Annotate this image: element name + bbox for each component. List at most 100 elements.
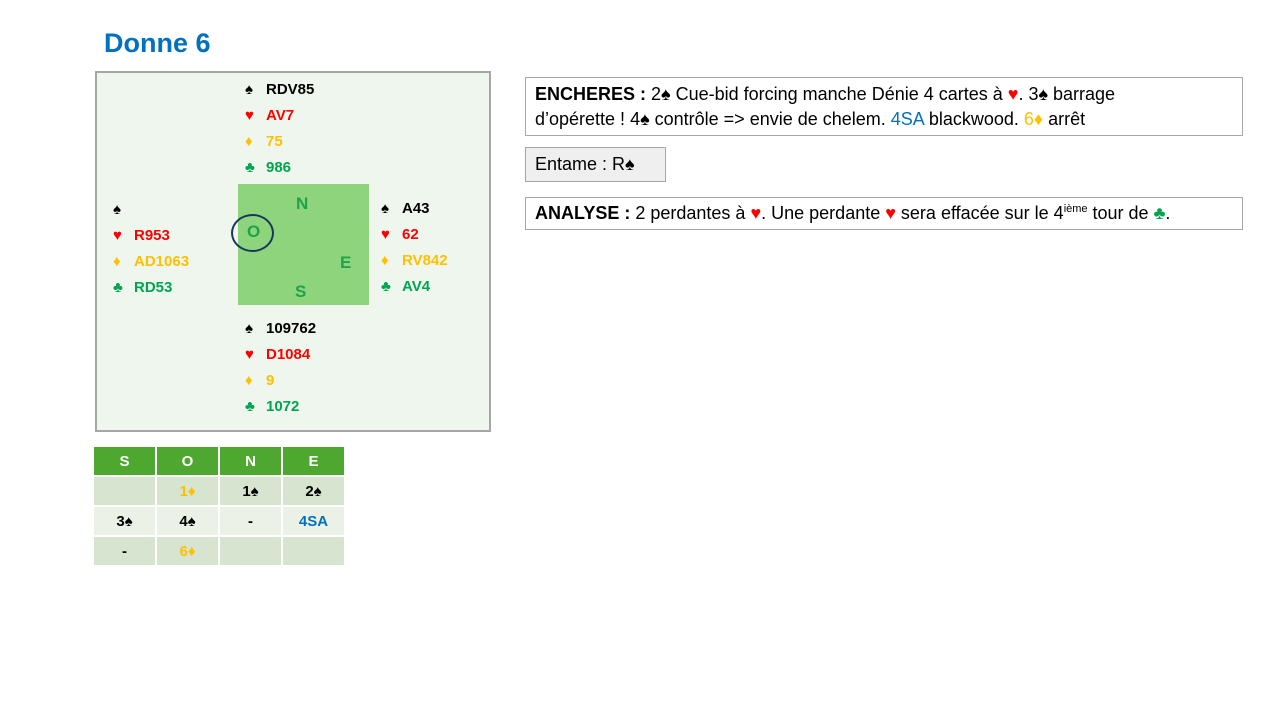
- encheres-text: . 3♠ barrage: [1018, 84, 1116, 104]
- compass-square: N O E S: [231, 184, 369, 305]
- encheres-line-1: ENCHERES : 2♠ Cue-bid forcing manche Dén…: [535, 82, 1233, 107]
- encheres-line-2: d’opérette ! 4♠ contrôle => envie de che…: [535, 107, 1233, 132]
- north-hand: ♠ RDV85 ♥ AV7 ♦ 75 ♣ 986: [245, 77, 314, 181]
- analyse-box: ANALYSE : 2 perdantes à ♥. Une perdante …: [525, 197, 1243, 230]
- north-hearts-line: ♥ AV7: [245, 103, 314, 129]
- east-hearts-line: ♥ 62: [381, 222, 448, 248]
- header-label: O: [181, 452, 194, 470]
- west-spades-line: ♠: [113, 197, 189, 223]
- bidding-header-north: N: [220, 447, 281, 475]
- bid-value: 4SA: [298, 512, 329, 530]
- header-label: S: [119, 452, 130, 470]
- west-diamonds-cards: AD1063: [134, 253, 190, 270]
- bid-6-diamond: 6♦: [1023, 109, 1044, 129]
- bid-cell: [220, 537, 281, 565]
- east-clubs-cards: AV4: [402, 278, 431, 295]
- page-title: Donne 6: [104, 28, 211, 58]
- west-hand: ♠ ♥ R953 ♦ AD1063 ♣ RD53: [113, 197, 189, 301]
- club-icon: ♣: [381, 278, 391, 295]
- north-hearts-cards: AV7: [266, 107, 295, 124]
- deal-diagram: ♠ RDV85 ♥ AV7 ♦ 75 ♣ 986 ♠ ♥ R953 ♦ AD1063 ♣ RD…: [95, 71, 491, 432]
- bid-value: 2♠: [305, 482, 322, 500]
- encheres-text: 2♠ Cue-bid forcing manche Dénie 4 cartes…: [646, 84, 1008, 104]
- encheres-text: d’opérette ! 4♠ contrôle => envie de che…: [535, 109, 891, 129]
- bid-value: -: [122, 542, 127, 560]
- south-diamonds-cards: 9: [266, 372, 275, 389]
- north-diamonds-cards: 75: [266, 133, 283, 150]
- north-diamonds-line: ♦ 75: [245, 129, 314, 155]
- diamond-icon: ♦: [381, 252, 389, 269]
- club-icon: ♣: [245, 398, 255, 415]
- south-spades-cards: 109762: [266, 320, 317, 337]
- encheres-label: ENCHERES :: [535, 84, 647, 104]
- heart-icon: ♥: [1007, 84, 1019, 104]
- analyse-line: ANALYSE : 2 perdantes à ♥. Une perdante …: [535, 203, 1170, 224]
- bid-cell: 1♦: [157, 477, 218, 505]
- east-diamonds-cards: RV842: [402, 252, 448, 269]
- analyse-text: tour de: [1087, 203, 1154, 223]
- entame-box: Entame : R♠: [525, 147, 666, 182]
- diamond-icon: ♦: [245, 133, 253, 150]
- bid-cell: [283, 537, 344, 565]
- bid-cell: 4SA: [283, 507, 344, 535]
- bid-cell: [94, 477, 155, 505]
- club-icon: ♣: [1153, 203, 1166, 223]
- east-spades-cards: A43: [402, 200, 430, 217]
- bid-value: 6♦: [179, 542, 196, 560]
- bidding-table: S O N E 1♦ 1♠ 2♠ 3♠ 4♠ - 4SA - 6♦: [94, 447, 344, 565]
- compass-south-label: S: [295, 282, 307, 301]
- west-hearts-cards: R953: [134, 227, 170, 244]
- south-clubs-line: ♣ 1072: [245, 394, 316, 420]
- heart-icon: ♥: [245, 107, 254, 124]
- bid-4sa: 4SA: [890, 109, 924, 129]
- heart-icon: ♥: [750, 203, 762, 223]
- analyse-text: . Une perdante: [761, 203, 886, 223]
- analyse-text: 2 perdantes à: [630, 203, 751, 223]
- west-clubs-cards: RD53: [134, 279, 173, 296]
- bidding-header-south: S: [94, 447, 155, 475]
- encheres-box: ENCHERES : 2♠ Cue-bid forcing manche Dén…: [525, 77, 1243, 136]
- north-clubs-line: ♣ 986: [245, 155, 314, 181]
- spade-icon: ♠: [113, 201, 121, 218]
- south-spades-line: ♠ 109762: [245, 316, 316, 342]
- bid-value: 1♠: [242, 482, 259, 500]
- bid-cell: 4♠: [157, 507, 218, 535]
- south-diamonds-line: ♦ 9: [245, 368, 316, 394]
- analyse-text: .: [1165, 203, 1171, 223]
- analyse-label: ANALYSE :: [535, 203, 631, 223]
- compass-north-label: N: [296, 194, 309, 213]
- bid-cell: -: [220, 507, 281, 535]
- south-hand: ♠ 109762 ♥ D1084 ♦ 9 ♣ 1072: [245, 316, 316, 420]
- heart-icon: ♥: [113, 227, 122, 244]
- bid-cell: 1♠: [220, 477, 281, 505]
- west-hearts-line: ♥ R953: [113, 223, 189, 249]
- analyse-text: sera effacée sur le 4: [895, 203, 1064, 223]
- header-label: E: [308, 452, 319, 470]
- south-hearts-line: ♥ D1084: [245, 342, 316, 368]
- bid-cell: -: [94, 537, 155, 565]
- bidding-header-east: E: [283, 447, 344, 475]
- bid-cell: 2♠: [283, 477, 344, 505]
- heart-icon: ♥: [381, 226, 390, 243]
- north-spades-cards: RDV85: [266, 81, 315, 98]
- south-hearts-cards: D1084: [266, 346, 311, 363]
- club-icon: ♣: [245, 159, 255, 176]
- encheres-text: arrêt: [1043, 109, 1086, 129]
- header-label: N: [245, 452, 256, 470]
- diamond-icon: ♦: [245, 372, 253, 389]
- east-spades-line: ♠ A43: [381, 196, 448, 222]
- encheres-text: blackwood.: [923, 109, 1024, 129]
- bid-value: -: [248, 512, 253, 530]
- compass-east-label: E: [340, 253, 352, 272]
- west-clubs-line: ♣ RD53: [113, 275, 189, 301]
- bid-value: 4♠: [179, 512, 196, 530]
- bid-cell: 6♦: [157, 537, 218, 565]
- spade-icon: ♠: [245, 320, 253, 337]
- east-hearts-cards: 62: [402, 226, 419, 243]
- west-diamonds-line: ♦ AD1063: [113, 249, 189, 275]
- diamond-icon: ♦: [113, 253, 121, 270]
- entame-text: Entame : R♠: [535, 154, 635, 174]
- bid-value: 3♠: [116, 512, 133, 530]
- east-diamonds-line: ♦ RV842: [381, 248, 448, 274]
